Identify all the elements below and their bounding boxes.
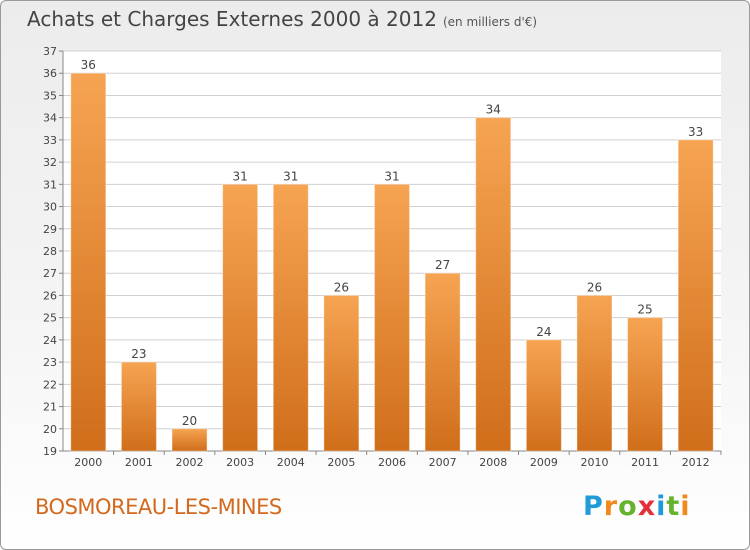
x-tick-label: 2001 bbox=[125, 456, 153, 469]
x-tick-label: 2004 bbox=[277, 456, 305, 469]
x-tick-label: 2009 bbox=[530, 456, 558, 469]
y-tick-label: 32 bbox=[43, 156, 57, 169]
value-label: 31 bbox=[233, 169, 248, 183]
bar-2010 bbox=[576, 295, 612, 451]
bar-2007 bbox=[425, 273, 461, 451]
y-tick-label: 24 bbox=[43, 334, 57, 347]
x-tick-label: 2002 bbox=[176, 456, 204, 469]
chart-title-text: Achats et Charges Externes 2000 à 2012 bbox=[27, 7, 437, 31]
x-tick-label: 2008 bbox=[479, 456, 507, 469]
bar-outline bbox=[374, 183, 410, 452]
x-tick-label: 2005 bbox=[327, 456, 355, 469]
bar-2006 bbox=[374, 184, 410, 452]
y-tick-label: 31 bbox=[43, 178, 57, 191]
bar-2009 bbox=[526, 339, 562, 451]
y-tick-label: 34 bbox=[43, 112, 57, 125]
x-tick-label: 2006 bbox=[378, 456, 406, 469]
y-tick-label: 26 bbox=[43, 289, 57, 302]
bar-2011 bbox=[627, 317, 663, 451]
y-tick-label: 33 bbox=[43, 134, 57, 147]
value-label: 36 bbox=[81, 58, 96, 72]
y-tick-label: 28 bbox=[43, 245, 57, 258]
bar-outline bbox=[272, 183, 309, 452]
bar-outline bbox=[475, 117, 512, 452]
value-label: 20 bbox=[182, 414, 197, 428]
bar-outline bbox=[120, 361, 157, 452]
y-tick-label: 21 bbox=[43, 401, 57, 414]
bar-2012 bbox=[678, 139, 714, 451]
y-tick-label: 19 bbox=[43, 445, 57, 458]
bar-outline bbox=[677, 139, 714, 452]
value-label: 24 bbox=[536, 325, 551, 339]
bar-outline bbox=[424, 272, 461, 452]
bar-2002 bbox=[172, 428, 208, 451]
bar-2001 bbox=[121, 362, 157, 451]
bar-2003 bbox=[222, 184, 258, 452]
bar-outline bbox=[627, 317, 664, 452]
value-label: 33 bbox=[688, 125, 703, 139]
y-tick-label: 37 bbox=[43, 45, 57, 58]
y-tick-label: 29 bbox=[43, 223, 57, 236]
y-tick-label: 25 bbox=[43, 312, 57, 325]
value-label: 27 bbox=[435, 258, 450, 272]
bar-2000 bbox=[70, 73, 106, 451]
bar-2008 bbox=[475, 117, 511, 452]
x-tick-label: 2012 bbox=[682, 456, 710, 469]
value-label: 31 bbox=[384, 169, 399, 183]
x-tick-label: 2007 bbox=[429, 456, 457, 469]
bar-outline bbox=[171, 428, 208, 452]
town-name: BOSMOREAU-LES-MINES bbox=[35, 495, 282, 519]
bar-2005 bbox=[323, 295, 359, 451]
value-label: 34 bbox=[486, 103, 501, 117]
proxiti-logo: Proxiti bbox=[583, 491, 691, 522]
x-tick-label: 2003 bbox=[226, 456, 254, 469]
x-tick-label: 2011 bbox=[631, 456, 659, 469]
bar-outline bbox=[222, 183, 259, 452]
value-label: 25 bbox=[637, 303, 652, 317]
x-tick-label: 2000 bbox=[74, 456, 102, 469]
value-label: 23 bbox=[131, 347, 146, 361]
x-tick-label: 2010 bbox=[580, 456, 608, 469]
y-tick-label: 20 bbox=[43, 423, 57, 436]
bar-outline bbox=[576, 294, 613, 452]
value-label: 26 bbox=[587, 280, 602, 294]
chart-title: Achats et Charges Externes 2000 à 2012 (e… bbox=[27, 7, 537, 31]
bar-outline bbox=[70, 72, 107, 452]
bar-outline bbox=[525, 339, 562, 452]
value-label: 31 bbox=[283, 169, 298, 183]
y-tick-label: 23 bbox=[43, 356, 57, 369]
y-tick-label: 30 bbox=[43, 201, 57, 214]
y-tick-label: 22 bbox=[43, 378, 57, 391]
bar-outline bbox=[323, 294, 360, 452]
y-tick-label: 35 bbox=[43, 89, 57, 102]
y-tick-label: 27 bbox=[43, 267, 57, 280]
chart-unit: (en milliers d'€) bbox=[442, 15, 538, 29]
value-label: 26 bbox=[334, 280, 349, 294]
y-tick-label: 36 bbox=[43, 67, 57, 80]
bar-2004 bbox=[273, 184, 309, 452]
